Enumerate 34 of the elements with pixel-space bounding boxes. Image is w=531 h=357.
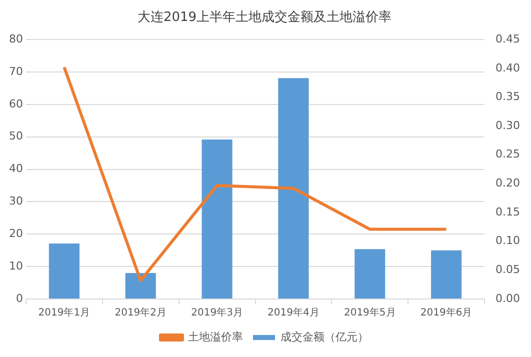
legend-label: 成交金额（亿元） [280, 330, 368, 344]
y2-tick-label: 0.20 [496, 176, 520, 190]
y-tick-label: 20 [8, 227, 23, 240]
bar [202, 139, 232, 298]
y-tick-label: 30 [8, 194, 23, 208]
y-tick-label: 10 [8, 259, 23, 272]
y-tick-label: 60 [8, 97, 23, 110]
x-tick-label: 2019年1月 [38, 306, 90, 319]
y-tick-label: 80 [8, 32, 23, 46]
y-tick-label: 0 [16, 292, 23, 305]
bar [125, 273, 156, 298]
bar [48, 244, 80, 298]
y-tick-label: 50 [8, 130, 23, 143]
bar [431, 250, 462, 298]
y2-tick-label: 0.05 [496, 263, 520, 276]
y2-tick-label: 0.30 [496, 118, 520, 132]
x-tick-label: 2019年3月 [191, 306, 243, 319]
bar [278, 78, 309, 298]
x-tick-label: 2019年5月 [344, 306, 396, 319]
y2-tick-label: 0.00 [496, 292, 520, 305]
y2-tick-label: 0.15 [496, 205, 520, 218]
x-tick-label: 2019年4月 [268, 306, 320, 319]
y-tick-label: 40 [8, 162, 23, 176]
x-tick-label: 2019年2月 [114, 306, 167, 319]
y2-tick-label: 0.25 [496, 148, 520, 161]
y2-tick-label: 0.45 [496, 32, 520, 46]
x-tick-label: 2019年6月 [420, 306, 472, 319]
chart-title: 大连2019上半年土地成交金额及土地溢价率 [137, 9, 392, 26]
y2-tick-label: 0.10 [496, 234, 520, 248]
legend-label: 土地溢价率 [188, 330, 243, 344]
bar [354, 249, 386, 298]
y2-tick-label: 0.35 [496, 90, 520, 104]
y-tick-label: 70 [8, 64, 23, 78]
y2-tick-label: 0.40 [496, 61, 520, 74]
